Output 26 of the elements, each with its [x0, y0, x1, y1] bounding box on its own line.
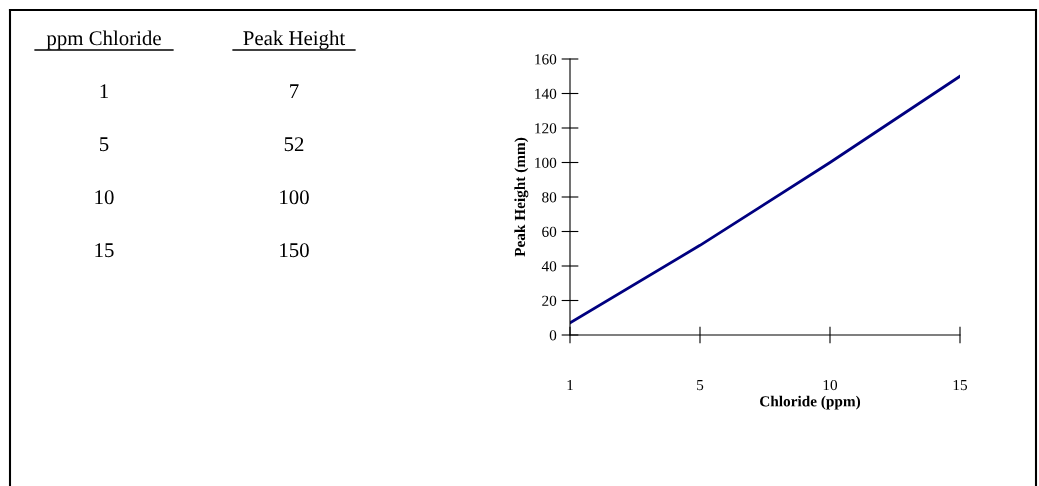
text: Peak Height — [243, 30, 346, 50]
text: 150 — [280, 243, 309, 258]
x-tick-label: 15 — [953, 379, 968, 391]
y-tick-label: 100 — [535, 157, 557, 168]
text: 1 — [100, 84, 108, 99]
y-tick-label: 20 — [542, 295, 557, 306]
x-tick-label: 5 — [697, 380, 704, 391]
x-tick-label: 1 — [567, 379, 573, 391]
y-axis-title: Peak Height (mm) — [514, 137, 529, 257]
text: 15 — [95, 243, 114, 258]
line-series — [570, 74, 960, 325]
x-axis-title: Chloride (ppm) — [760, 395, 861, 410]
y-tick-label: 140 — [535, 88, 557, 99]
text: ppm Chloride — [46, 30, 161, 50]
y-tick-label: 0 — [549, 330, 557, 341]
text: 5 — [100, 137, 109, 152]
y-tick-label: 160 — [535, 54, 557, 65]
text: 100 — [280, 190, 309, 205]
text: 52 — [284, 137, 304, 152]
y-tick-label: 40 — [541, 261, 557, 272]
text: 7 — [290, 84, 299, 99]
y-tick-label: 60 — [542, 226, 557, 237]
x-tick-label: 10 — [823, 379, 838, 391]
y-tick-label: 80 — [542, 192, 557, 203]
text: 10 — [95, 190, 114, 205]
y-tick-label: 120 — [535, 123, 557, 134]
